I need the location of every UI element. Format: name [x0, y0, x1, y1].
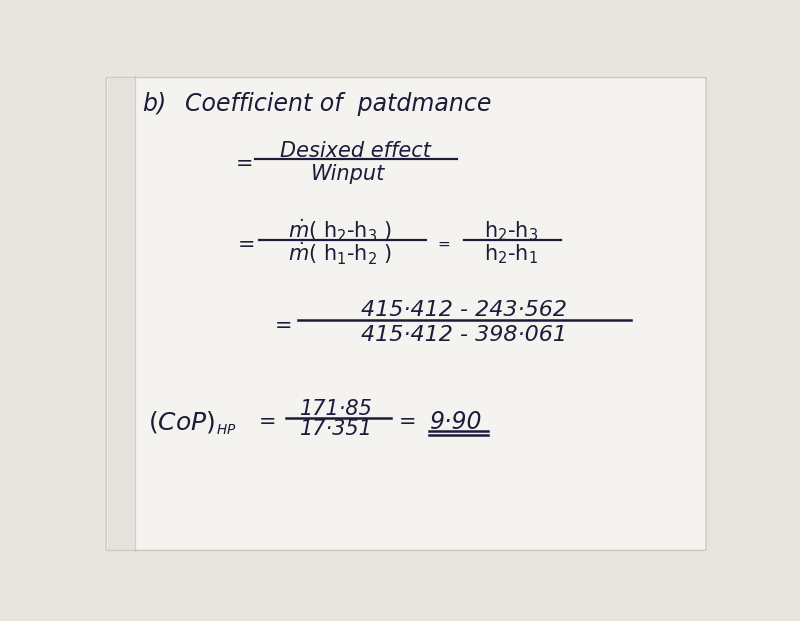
Text: 17·351: 17·351	[300, 420, 373, 440]
Text: Desixed effect: Desixed effect	[280, 141, 431, 161]
Text: 9·90: 9·90	[430, 410, 482, 434]
FancyBboxPatch shape	[106, 78, 706, 550]
Text: 415·412 - 243·562: 415·412 - 243·562	[362, 300, 567, 320]
Text: h$_2$-h$_3$: h$_2$-h$_3$	[483, 219, 538, 243]
Text: =: =	[398, 412, 416, 432]
Text: =: =	[259, 412, 276, 432]
Text: 171·85: 171·85	[300, 399, 373, 419]
Text: b): b)	[142, 92, 167, 116]
Text: =: =	[238, 235, 255, 255]
Text: 415·412 - 398·061: 415·412 - 398·061	[362, 325, 567, 345]
Text: =: =	[437, 237, 450, 252]
Text: =: =	[274, 315, 292, 335]
Text: $_{HP}$: $_{HP}$	[216, 418, 237, 437]
Text: h$_2$-h$_1$: h$_2$-h$_1$	[484, 242, 538, 266]
Text: Coefficient of  patdmance: Coefficient of patdmance	[186, 92, 492, 116]
Text: $\left(\mathregular{CoP}\right)$: $\left(\mathregular{CoP}\right)$	[148, 409, 215, 435]
Text: $\dot{m}$( h$_2$-h$_3$ ): $\dot{m}$( h$_2$-h$_3$ )	[288, 217, 393, 244]
Text: =: =	[236, 154, 253, 174]
Text: $\dot{m}$( h$_1$-h$_2$ ): $\dot{m}$( h$_1$-h$_2$ )	[288, 241, 393, 267]
Text: Winput: Winput	[311, 164, 385, 184]
